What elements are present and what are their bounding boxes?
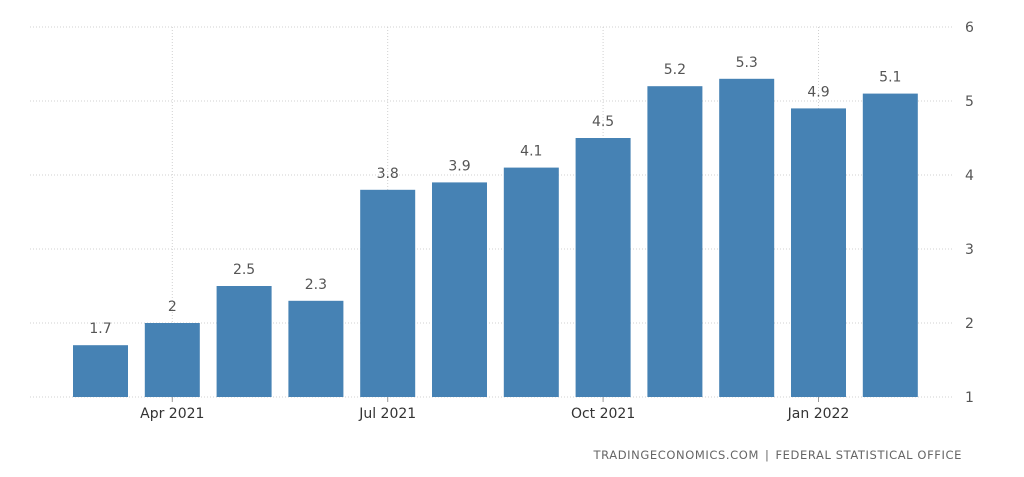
y-tick-label: 2 xyxy=(965,316,974,332)
y-tick-label: 5 xyxy=(965,94,974,110)
bar xyxy=(503,167,559,397)
bar-value-label: 2 xyxy=(168,299,177,315)
y-tick-label: 3 xyxy=(965,242,974,258)
bar-value-label: 5.3 xyxy=(736,55,758,71)
bar xyxy=(288,300,344,397)
bar-value-label: 5.2 xyxy=(664,62,686,78)
bar xyxy=(647,86,703,397)
bar xyxy=(862,93,918,397)
bar xyxy=(144,323,200,397)
bar xyxy=(216,286,272,397)
bar-value-label: 3.8 xyxy=(377,166,399,182)
bar-value-label: 1.7 xyxy=(89,321,111,337)
source-site[interactable]: TRADINGECONOMICS.COM xyxy=(593,448,759,462)
y-tick-label: 4 xyxy=(965,168,974,184)
y-tick-label: 1 xyxy=(965,390,974,406)
x-tick-label: Jul 2021 xyxy=(358,406,416,422)
bar-value-label: 3.9 xyxy=(448,158,470,174)
source-separator: | xyxy=(764,448,770,462)
bar-value-label: 5.1 xyxy=(879,70,901,86)
bar-value-label: 2.5 xyxy=(233,262,255,278)
bar xyxy=(719,78,775,398)
bar-value-label: 4.5 xyxy=(592,114,614,130)
source-attribution: TRADINGECONOMICS.COM | FEDERAL STATISTICAL… xyxy=(594,448,963,462)
bar xyxy=(73,345,128,397)
bar-value-label: 4.1 xyxy=(520,144,542,160)
x-tick-label: Oct 2021 xyxy=(571,406,635,422)
bar-value-label: 2.3 xyxy=(305,277,327,293)
x-tick-label: Jan 2022 xyxy=(787,406,850,422)
source-office: FEDERAL STATISTICAL OFFICE xyxy=(775,448,962,462)
y-tick-label: 6 xyxy=(965,20,974,36)
bar xyxy=(432,182,487,397)
bar xyxy=(360,189,416,397)
bar xyxy=(791,108,846,398)
bar-value-label: 4.9 xyxy=(807,84,829,100)
x-tick-label: Apr 2021 xyxy=(140,406,204,422)
bar xyxy=(575,138,631,397)
